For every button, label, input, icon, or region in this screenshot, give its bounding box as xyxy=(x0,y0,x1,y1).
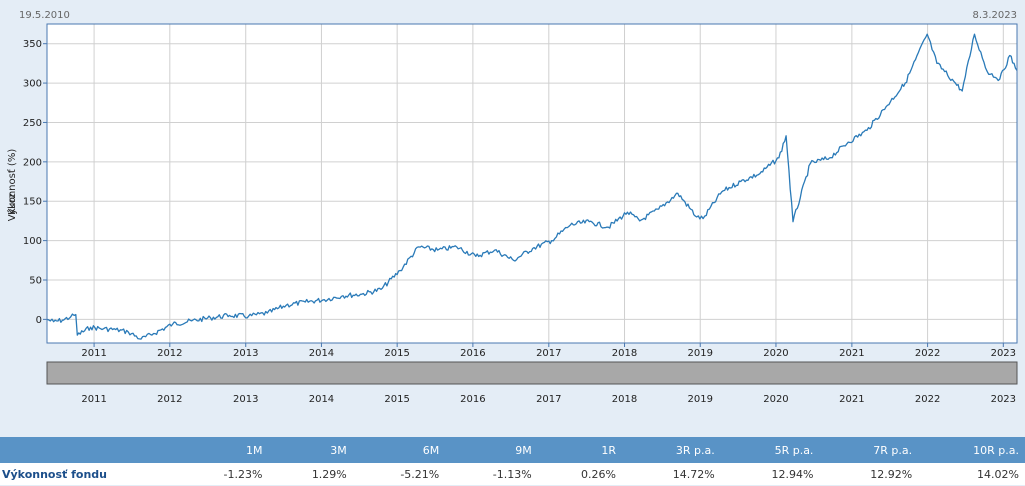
performance-row-label: Výkonnosť fondu xyxy=(0,463,176,485)
x-tick-label: 2023 xyxy=(991,348,1016,359)
navigator-tick-label: 2019 xyxy=(688,394,713,405)
navigator-tick-label: 2023 xyxy=(991,394,1016,405)
performance-period-header: 3M xyxy=(268,437,353,463)
end-date-label: 8.3.2023 xyxy=(972,10,1017,21)
navigator-tick-label: 2020 xyxy=(763,394,788,405)
x-tick-label: 2014 xyxy=(309,348,334,359)
navigator-tick-label: 2018 xyxy=(612,394,637,405)
y-tick-label: 300 xyxy=(23,79,42,90)
performance-value: -5.21% xyxy=(352,463,446,485)
performance-table: 1M 3M 6M 9M 1R 3R p.a. 5R p.a. 7R p.a. 10R p.a. … xyxy=(0,437,1025,485)
plot-area[interactable] xyxy=(47,24,1017,343)
x-tick-label: 2013 xyxy=(233,348,258,359)
y-axis-label-secondary: Kurz xyxy=(7,193,18,215)
navigator-tick-label: 2017 xyxy=(536,394,561,405)
performance-header-blank xyxy=(0,437,176,463)
performance-period-header: 10R p.a. xyxy=(918,437,1025,463)
x-tick-label: 2020 xyxy=(763,348,788,359)
performance-value: -1.13% xyxy=(445,463,538,485)
performance-row: Výkonnosť fondu -1.23% 1.29% -5.21% -1.13% 0.… xyxy=(0,463,1025,485)
performance-value: 14.02% xyxy=(918,463,1025,485)
x-tick-label: 2019 xyxy=(688,348,713,359)
y-tick-label: 350 xyxy=(23,39,42,50)
plot-frame xyxy=(46,23,1018,344)
navigator-tick-label: 2011 xyxy=(81,394,106,405)
navigator-ticks: 2011 2012 2013 2014 2015 2016 2017 2018 2019 2020… xyxy=(81,394,1016,405)
performance-period-header: 1R xyxy=(537,437,622,463)
performance-value: 12.92% xyxy=(819,463,919,485)
x-tick-label: 2018 xyxy=(612,348,637,359)
x-tick-label: 2012 xyxy=(157,348,182,359)
performance-period-header: 6M xyxy=(352,437,446,463)
navigator-tick-label: 2012 xyxy=(157,394,182,405)
y-tick-label: 250 xyxy=(23,118,42,129)
performance-period-header: 9M xyxy=(445,437,538,463)
y-axis-label-primary: Výkonnosť (%) xyxy=(6,149,18,222)
x-tick-label: 2022 xyxy=(915,348,940,359)
performance-value: 0.26% xyxy=(537,463,622,485)
series-line xyxy=(46,33,1018,340)
y-tick-label: 0 xyxy=(36,315,42,326)
navigator-bar[interactable] xyxy=(46,361,1018,385)
y-axis-ticks: 0 50 100 150 200 250 300 350 xyxy=(23,39,47,326)
performance-value: 1.29% xyxy=(268,463,353,485)
navigator-tick-label: 2014 xyxy=(309,394,334,405)
performance-header-row: 1M 3M 6M 9M 1R 3R p.a. 5R p.a. 7R p.a. 10R p.a. xyxy=(0,437,1025,463)
y-tick-label: 150 xyxy=(23,197,42,208)
grid-lines xyxy=(47,24,1017,343)
start-date-label: 19.5.2010 xyxy=(19,10,70,21)
performance-period-header: 1M xyxy=(176,437,269,463)
y-tick-label: 50 xyxy=(29,275,42,286)
x-tick-label: 2011 xyxy=(81,348,106,359)
performance-period-header: 5R p.a. xyxy=(720,437,820,463)
performance-value: -1.23% xyxy=(176,463,269,485)
navigator-tick-label: 2016 xyxy=(460,394,485,405)
x-tick-label: 2021 xyxy=(839,348,864,359)
performance-value: 14.72% xyxy=(622,463,721,485)
performance-period-header: 7R p.a. xyxy=(819,437,919,463)
performance-value: 12.94% xyxy=(720,463,820,485)
navigator-tick-label: 2013 xyxy=(233,394,258,405)
y-tick-label: 100 xyxy=(23,236,42,247)
navigator-tick-label: 2015 xyxy=(384,394,409,405)
navigator-tick-label: 2022 xyxy=(915,394,940,405)
y-tick-label: 200 xyxy=(23,157,42,168)
x-axis-ticks: 2011 2012 2013 2014 2015 2016 2017 2018 2019 2020… xyxy=(81,343,1016,359)
series-line-layer xyxy=(46,33,1018,340)
navigator-tick-label: 2021 xyxy=(839,394,864,405)
x-tick-label: 2016 xyxy=(460,348,485,359)
x-tick-label: 2015 xyxy=(384,348,409,359)
x-tick-label: 2017 xyxy=(536,348,561,359)
performance-period-header: 3R p.a. xyxy=(622,437,721,463)
